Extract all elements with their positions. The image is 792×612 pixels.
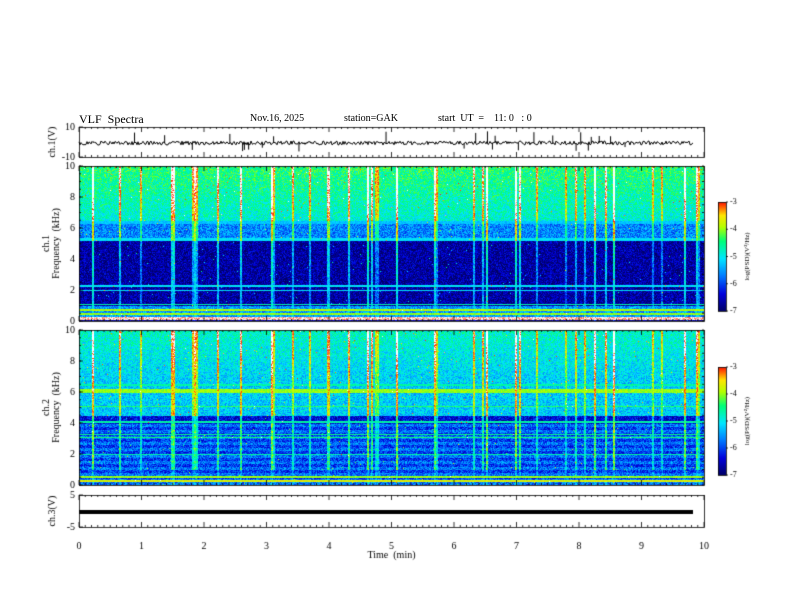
station-label: station=GAK xyxy=(344,113,398,124)
start-time-label: start UT = 11: 0 : 0 xyxy=(438,113,532,124)
date-label: Nov.16, 2025 xyxy=(250,113,305,124)
chart-title: VLF Spectra xyxy=(79,112,144,126)
